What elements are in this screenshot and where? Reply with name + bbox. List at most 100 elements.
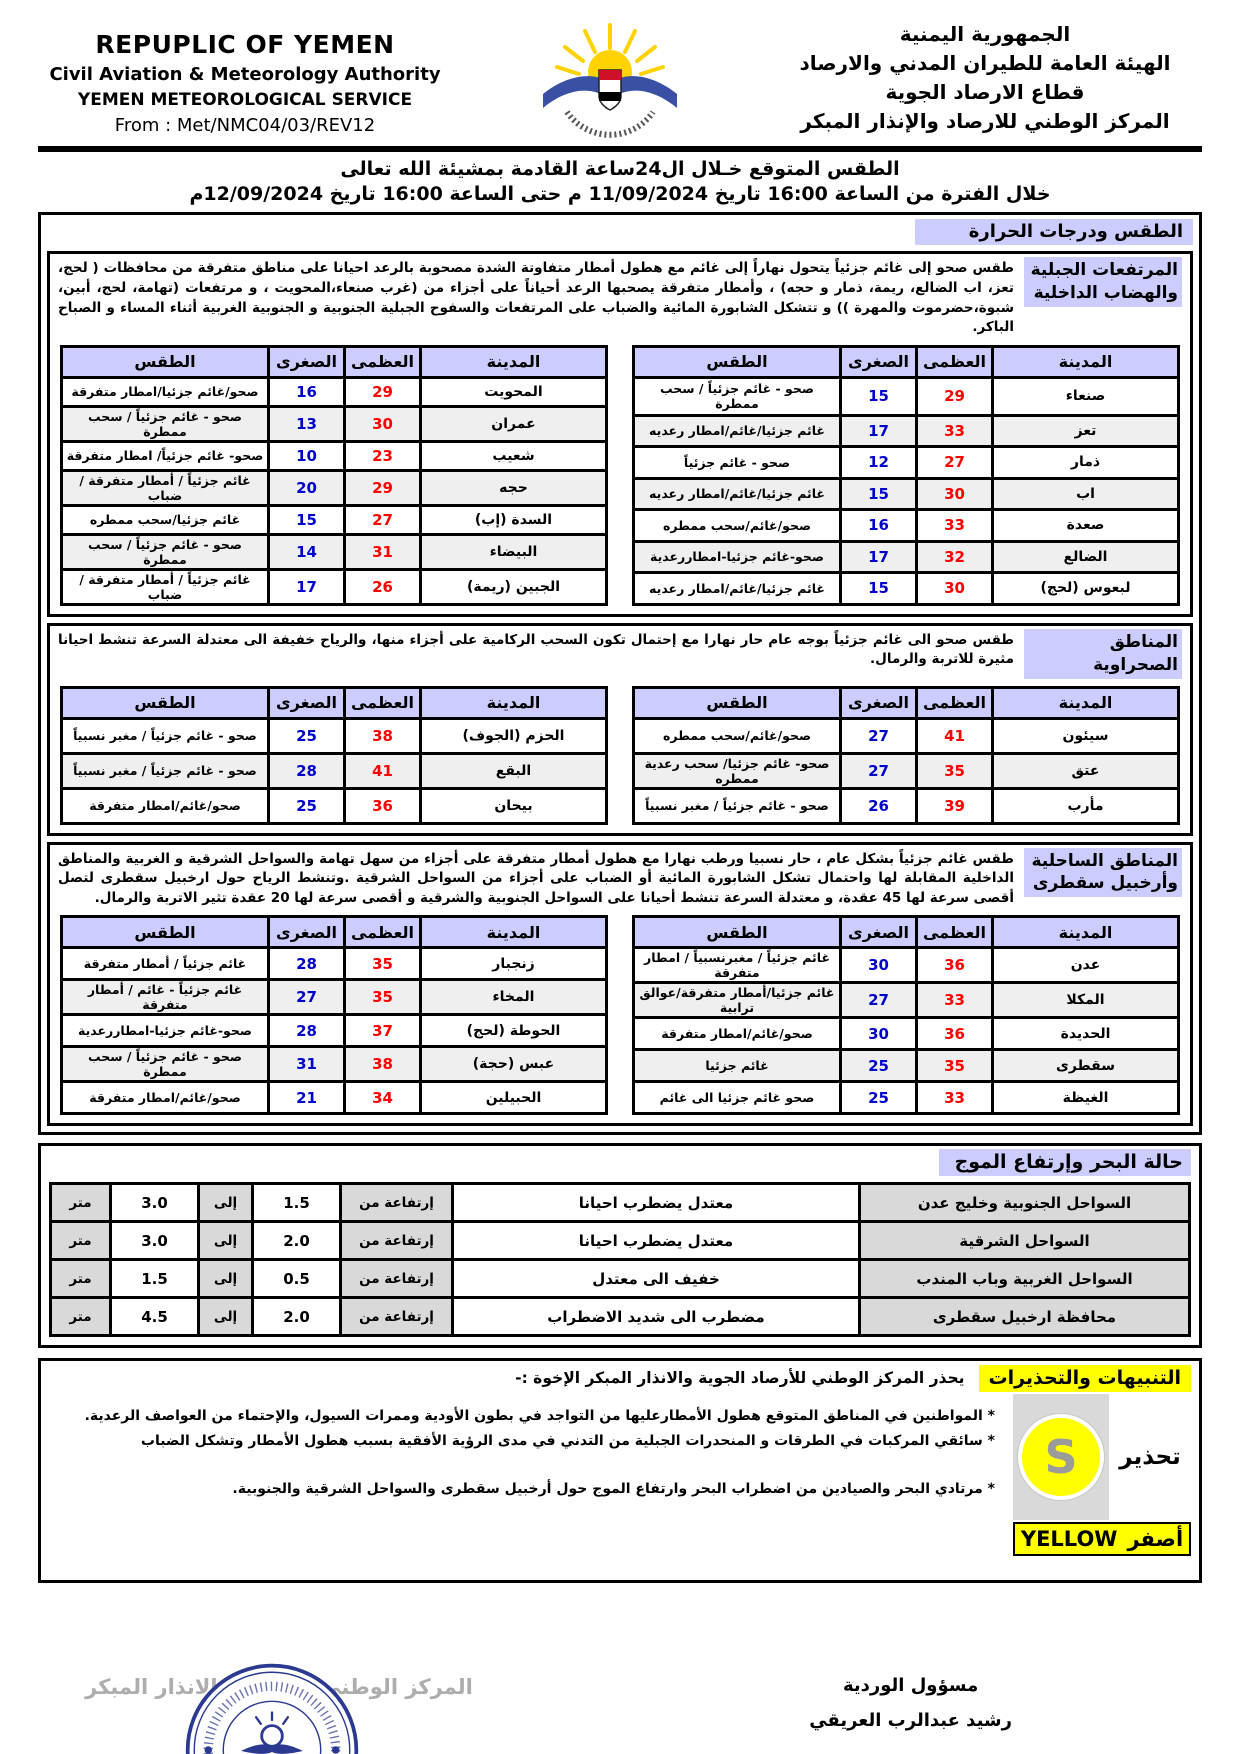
weather-desc: غائم جزئيا/غائم/امطار رعديه (632, 476, 842, 512)
sea-state-box: حالة البحر وإرتفاع الموج السواحل الجنوبي… (38, 1143, 1202, 1349)
wave-height-to: 1.5 (109, 1258, 200, 1300)
weather-desc: صحو - غائم جزئياً (632, 445, 842, 480)
height-from-label: إرتفاعة من (339, 1296, 454, 1338)
weather-desc: غائم جزئياً / أمطار متفرقة / ضباب (60, 468, 270, 507)
min-temp: 13 (267, 404, 346, 443)
col-max: العظمى (915, 685, 994, 720)
city-weather-row: الحديدة 36 30 صحو/غائم/امطار متفرقة (632, 1016, 1180, 1052)
warnings-intro: يحذر المركز الوطني للأرصاد الجوية والانذ… (515, 1369, 965, 1388)
warning-bullet: * مرتادي البحر والصيادين من اضطراب البحر… (232, 1480, 995, 1497)
warning-word-label: تحذير (1109, 1394, 1191, 1521)
max-temp: 38 (343, 716, 422, 755)
min-temp: 20 (267, 468, 346, 507)
wave-height-from: 2.0 (251, 1296, 342, 1338)
sea-state-row: محافظة ارخبيل سقطرى مضطرب الى شديد الاضط… (49, 1296, 1191, 1338)
sea-condition: معتدل يضطرب احيانا (451, 1220, 861, 1262)
section-title-warnings: التنبيهات والتحذيرات (978, 1365, 1191, 1393)
min-temp: 30 (839, 946, 918, 985)
min-temp: 16 (267, 375, 346, 408)
city-weather-row: عدن 36 30 غائم جزئياً / مغبرنسبياً / امط… (632, 946, 1180, 985)
sea-state-row: السواحل الشرقية معتدل يضطرب احيانا إرتفا… (49, 1220, 1191, 1262)
coastal-label: المناطق الساحلية وأرخبيل سقطرى (1024, 847, 1182, 898)
table-header-row: المدينة العظمى الصغرى الطقس (632, 344, 1180, 379)
coast-region: محافظة ارخبيل سقطرى (858, 1296, 1191, 1338)
min-temp: 28 (267, 946, 346, 982)
height-from-label: إرتفاعة من (339, 1258, 454, 1300)
max-temp: 33 (915, 1080, 994, 1116)
max-temp: 35 (343, 978, 422, 1017)
sea-condition: مضطرب الى شديد الاضطراب (451, 1296, 861, 1338)
desert-right-table: المدينة العظمى الصغرى الطقس سيئون 41 27 (632, 685, 1180, 825)
authority-name-ar: الهيئة العامة للطيران المدني والارصاد (799, 51, 1171, 75)
authority-logo (450, 20, 770, 138)
city-weather-row: ذمار 27 12 صحو - غائم جزئياً (632, 445, 1180, 480)
weather-desc: صحو - غائم جزئياً / سحب ممطرة (60, 404, 270, 443)
col-min: الصغرى (839, 915, 918, 950)
min-temp: 17 (839, 413, 918, 449)
sea-state-table: السواحل الجنوبية وخليج عدن معتدل يضطرب ا… (49, 1182, 1191, 1338)
yellow-warning-icon: S (1013, 1394, 1109, 1521)
meter-unit-label: متر (49, 1258, 112, 1300)
max-temp: 32 (915, 539, 994, 575)
city-name: تعز (991, 413, 1180, 449)
weather-desc: غائم جزئياً - غائم / أمطار متفرقة (60, 978, 270, 1017)
max-temp: 36 (915, 1016, 994, 1052)
weather-desc: صحو - غائم جزئياً / مغبر نسبياً (60, 751, 270, 790)
min-temp: 31 (267, 1045, 346, 1084)
col-city: المدينة (991, 915, 1180, 950)
sector-name-ar: قطاع الارصاد الجوية (885, 80, 1085, 104)
city-weather-row: الجبين (ريمة) 26 17 غائم جزئياً / أمطار … (60, 567, 608, 606)
col-min: الصغرى (267, 685, 346, 720)
weather-desc: غائم جزئياً / مغبرنسبياً / امطار متفرقة (632, 946, 842, 985)
warning-bullet: * سائقي المركبات في الطرقات و المنحدرات … (140, 1432, 995, 1449)
city-weather-row: المخاء 35 27 غائم جزئياً - غائم / أمطار … (60, 978, 608, 1017)
col-max: العظمى (343, 344, 422, 379)
weather-desc: صحو-غائم جزئيا-امطاررعدية (632, 539, 842, 575)
mountain-left-table: المدينة العظمى الصغرى الطقس المحويت 29 1… (60, 344, 608, 606)
section-title-weather-temps: الطقس ودرجات الحرارة (915, 219, 1193, 246)
min-temp: 25 (267, 786, 346, 825)
table-header-row: المدينة العظمى الصغرى الطقس (60, 344, 608, 379)
city-weather-row: البقع 41 28 صحو - غائم جزئياً / مغبر نسب… (60, 751, 608, 790)
max-temp: 30 (915, 476, 994, 512)
wave-height-to: 3.0 (109, 1220, 200, 1262)
city-weather-row: الحبيلين 34 21 صحو/غائم/امطار متفرقة (60, 1080, 608, 1116)
city-name: عبس (حجة) (419, 1045, 608, 1084)
to-label: إلى (197, 1258, 254, 1300)
city-name: سقطرى (991, 1048, 1180, 1084)
city-name: الضالع (991, 539, 1180, 575)
weather-desc: صحو - غائم جزئياً / مغبر نسبياً (632, 786, 842, 825)
max-temp: 36 (343, 786, 422, 825)
duty-officer-name: رشيد عبدالرب العريقي (809, 1710, 1012, 1732)
table-header-row: المدينة العظمى الصغرى الطقس (632, 915, 1180, 950)
subsection-desert-areas: المناطق الصحراوية طقس صحو الى غائم جزئيا… (47, 622, 1193, 836)
min-temp: 17 (839, 539, 918, 575)
city-weather-row: المكلا 33 27 غائم جزئيا/أمطار متفرقة/عوا… (632, 981, 1180, 1020)
meter-unit-label: متر (49, 1220, 112, 1262)
weather-desc: صحو/غائم/امطار متفرقة (60, 786, 270, 825)
min-temp: 26 (839, 786, 918, 825)
coastal-description: طقس غائم جزئياً بشكل عام ، حار نسبيا ورط… (58, 850, 1014, 906)
coast-region: السواحل الجنوبية وخليج عدن (858, 1182, 1191, 1224)
col-weather: الطقس (632, 344, 842, 379)
city-name: عتق (991, 751, 1180, 790)
city-weather-row: الحوطة (لحج) 37 28 صحو-غائم جزئيا-امطارر… (60, 1013, 608, 1049)
s-letter: S (1044, 1430, 1078, 1485)
max-temp: 35 (915, 1048, 994, 1084)
city-weather-row: عمران 30 13 صحو - غائم جزئياً / سحب ممطر… (60, 404, 608, 443)
weather-desc: صحو/غائم جزئيا/امطار متفرقة (60, 375, 270, 408)
col-min: الصغرى (267, 915, 346, 950)
min-temp: 27 (839, 751, 918, 790)
to-label: إلى (197, 1220, 254, 1262)
max-temp: 31 (343, 532, 422, 571)
mountain-label: المرتفعات الجبلية والهضاب الداخلية (1024, 257, 1182, 308)
min-temp: 12 (839, 445, 918, 480)
from-reference: From : Met/NMC04/03/REV12 (114, 115, 376, 136)
col-weather: الطقس (632, 915, 842, 950)
max-temp: 33 (915, 508, 994, 543)
city-name: لبعوس (لحج) (991, 571, 1180, 606)
forecast-title-line1: الطقس المتوقع خـلال ال24ساعة القادمة بمش… (340, 158, 900, 180)
city-name: السدة (إب) (419, 503, 608, 536)
col-city: المدينة (991, 685, 1180, 720)
city-weather-row: عبس (حجة) 38 31 صحو - غائم جزئياً / سحب … (60, 1045, 608, 1084)
